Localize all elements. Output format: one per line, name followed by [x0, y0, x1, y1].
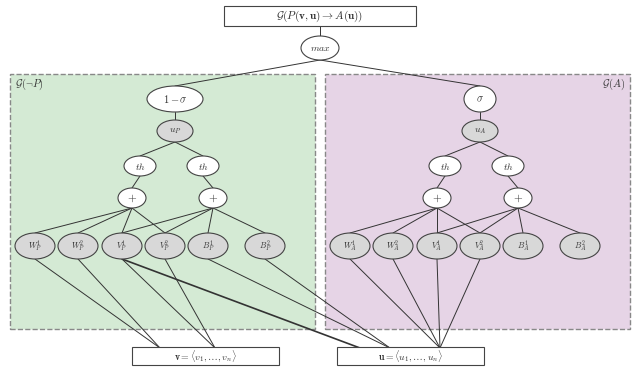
Text: $V_A^2$: $V_A^2$ [474, 238, 486, 253]
Text: $1 - \sigma$: $1 - \sigma$ [163, 93, 188, 105]
Ellipse shape [373, 233, 413, 259]
Text: $+$: $+$ [513, 192, 523, 204]
Text: $V_A^1$: $V_A^1$ [431, 238, 442, 253]
Ellipse shape [503, 233, 543, 259]
Ellipse shape [118, 188, 146, 208]
Ellipse shape [58, 233, 98, 259]
Ellipse shape [423, 188, 451, 208]
Text: $th$: $th$ [502, 161, 513, 172]
Text: $B_P^2$: $B_P^2$ [259, 238, 271, 253]
Ellipse shape [199, 188, 227, 208]
Text: $\mathbf{v} = \langle v_1, \ldots, v_n \rangle$: $\mathbf{v} = \langle v_1, \ldots, v_n \… [173, 348, 237, 364]
Text: $\mathcal{G}(P(\mathbf{v}, \mathbf{u}) \rightarrow A(\mathbf{u}))$: $\mathcal{G}(P(\mathbf{v}, \mathbf{u}) \… [276, 8, 364, 24]
Text: $W_A^1$: $W_A^1$ [343, 238, 357, 253]
FancyBboxPatch shape [337, 347, 483, 365]
Text: $u_A$: $u_A$ [474, 126, 486, 136]
Text: $W_P^1$: $W_P^1$ [28, 238, 42, 253]
Text: $+$: $+$ [127, 192, 137, 204]
Text: $B_A^2$: $B_A^2$ [573, 238, 586, 253]
FancyBboxPatch shape [131, 347, 278, 365]
Ellipse shape [429, 156, 461, 176]
Ellipse shape [504, 188, 532, 208]
Text: $V_P^2$: $V_P^2$ [159, 238, 171, 253]
Text: $th$: $th$ [134, 161, 145, 172]
Ellipse shape [145, 233, 185, 259]
Ellipse shape [462, 120, 498, 142]
Text: $\mathcal{G}(\neg P)$: $\mathcal{G}(\neg P)$ [15, 77, 44, 92]
Text: $+$: $+$ [432, 192, 442, 204]
Text: $u_P$: $u_P$ [169, 126, 181, 136]
Ellipse shape [124, 156, 156, 176]
Text: $B_A^1$: $B_A^1$ [516, 238, 529, 253]
Ellipse shape [417, 233, 457, 259]
FancyBboxPatch shape [10, 74, 315, 329]
Ellipse shape [301, 36, 339, 60]
Text: $W_A^2$: $W_A^2$ [386, 238, 400, 253]
Ellipse shape [460, 233, 500, 259]
Text: $+$: $+$ [208, 192, 218, 204]
Text: $th$: $th$ [198, 161, 209, 172]
FancyBboxPatch shape [224, 6, 416, 26]
Ellipse shape [330, 233, 370, 259]
Text: $max$: $max$ [310, 43, 330, 53]
Ellipse shape [464, 86, 496, 112]
Ellipse shape [560, 233, 600, 259]
Text: $V_P^1$: $V_P^1$ [116, 238, 127, 253]
Text: $\mathbf{u} = \langle u_1, \ldots, u_n \rangle$: $\mathbf{u} = \langle u_1, \ldots, u_n \… [378, 348, 442, 364]
Ellipse shape [147, 86, 203, 112]
Ellipse shape [492, 156, 524, 176]
Ellipse shape [102, 233, 142, 259]
FancyBboxPatch shape [325, 74, 630, 329]
Ellipse shape [188, 233, 228, 259]
Ellipse shape [15, 233, 55, 259]
Text: $\sigma$: $\sigma$ [476, 94, 484, 104]
Ellipse shape [245, 233, 285, 259]
Text: $B_P^1$: $B_P^1$ [202, 238, 214, 253]
Text: $W_P^2$: $W_P^2$ [71, 238, 85, 253]
Text: $th$: $th$ [440, 161, 451, 172]
Text: $\mathcal{G}(A)$: $\mathcal{G}(A)$ [602, 77, 625, 92]
Ellipse shape [187, 156, 219, 176]
Ellipse shape [157, 120, 193, 142]
